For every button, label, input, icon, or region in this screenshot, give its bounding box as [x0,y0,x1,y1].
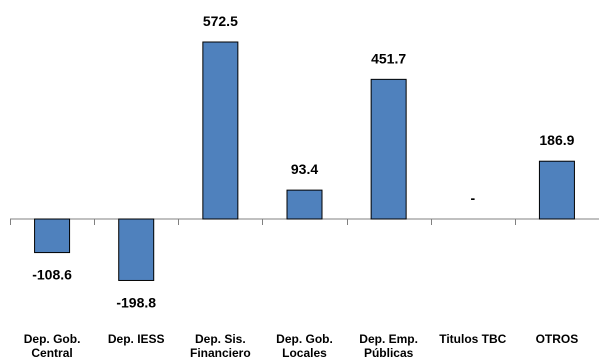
category-label-4-line2: Públicas [364,346,414,360]
category-label-3-line2: Locales [282,346,327,360]
category-label-6: OTROS [536,332,579,346]
data-label-6: 186.9 [539,132,574,148]
category-label-2-line2: Financiero [190,346,251,360]
bar-0 [34,218,71,254]
data-label-5: - [470,190,475,206]
bar-1 [118,218,155,281]
data-label-1: -198.8 [116,294,156,310]
category-label-0-line2: Central [31,346,72,360]
bar-3 [286,189,323,220]
data-label-2: 572.5 [203,13,238,29]
category-label-2-line1: Dep. Sis. [195,332,246,346]
category-label-5: Titulos TBC [439,332,506,346]
bar-6 [538,160,575,220]
data-label-4: 451.7 [371,50,406,66]
data-label-3: 93.4 [291,161,318,177]
category-label-4-line1: Dep. Emp. [359,332,418,346]
category-label-0-line1: Dep. Gob. [24,332,81,346]
bar-4 [370,78,407,220]
data-label-0: -108.6 [32,267,72,283]
bar-2 [202,41,239,220]
category-label-3-line1: Dep. Gob. [276,332,333,346]
category-label-1: Dep. IESS [108,332,165,346]
